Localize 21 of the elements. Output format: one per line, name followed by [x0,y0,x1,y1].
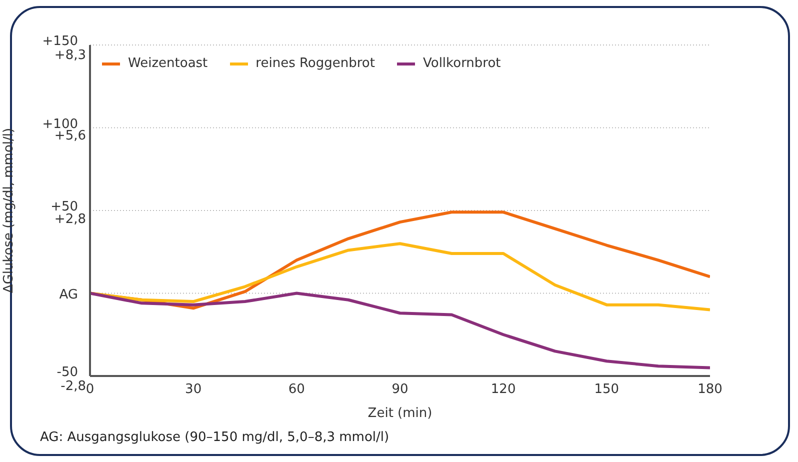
legend-label: reines Roggenbrot [254,56,375,71]
y-axis-title: ΔGlukose (mg/dl, mmol/l) [2,128,17,294]
y2-tick-label: -2,8 [60,379,86,394]
y-tick-label: +50 [50,200,78,214]
y2-tick-label: +2,8 [54,212,86,228]
y2-tick-label: +5,6 [54,128,86,144]
y2-tick-label: +8,3 [54,48,86,63]
x-tick-label: 0 [86,382,94,398]
text: AG: Ausgangsglukose (90–150 mg/dl, 5,0–8,3 mmol/l) [40,430,390,445]
x-tick-label: 180 [698,382,722,398]
legend-label: Vollkornbrot [422,56,501,71]
x-tick-label: 120 [490,382,516,398]
x-tick-label: 150 [594,382,620,398]
x-axis-title: Zeit (min) [368,406,432,421]
x-tick-label: 90 [392,382,408,398]
legend-label: Weizentoast [127,56,208,71]
x-tick-label: 30 [185,382,202,398]
x-tick-label: 60 [288,382,305,398]
y-tick-label: AG [59,287,78,302]
y-tick-label: -50 [56,365,78,380]
y-tick-label: +150 [42,34,78,49]
